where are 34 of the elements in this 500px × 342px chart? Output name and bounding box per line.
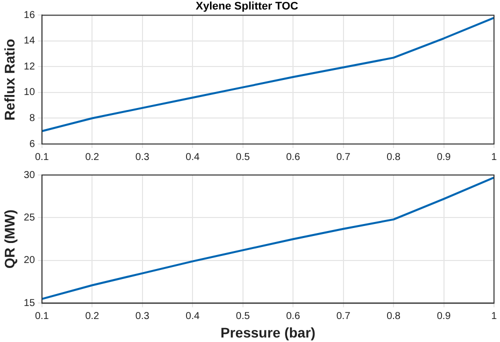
- y-tick-label: 6: [29, 138, 36, 150]
- x-tick-label: 0.9: [436, 310, 452, 322]
- x-tick-label: 0.2: [85, 310, 100, 322]
- x-tick-label: 0.6: [286, 152, 300, 163]
- x-tick-label: 0.4: [186, 152, 200, 163]
- y-tick-label: 12: [24, 61, 36, 72]
- y-tick-label: 20: [24, 255, 36, 266]
- x-tick-label: 0.1: [34, 152, 50, 163]
- y-axis-title: Reflux Ratio: [1, 38, 18, 120]
- x-tick-label: 0.7: [336, 310, 351, 322]
- x-tick-label: 0.5: [236, 152, 250, 163]
- x-tick-label: 0.8: [386, 152, 401, 163]
- y-tick-label: 10: [24, 87, 36, 98]
- x-tick-label: 0.8: [386, 310, 401, 322]
- x-tick-label: 0.4: [186, 310, 200, 322]
- x-tick-label: 0.3: [135, 152, 150, 163]
- y-tick-label: 30: [24, 170, 36, 181]
- x-tick-label: 0.6: [286, 310, 300, 322]
- x-tick-label: 0.5: [236, 310, 250, 322]
- y-axis-title: QR (MW): [1, 210, 18, 269]
- y-tick-label: 15: [24, 298, 36, 309]
- y-tick-label: 14: [24, 36, 36, 47]
- x-tick-label: 0.3: [135, 310, 150, 322]
- y-tick-label: 16: [24, 10, 36, 21]
- chart-title: Xylene Splitter TOC: [196, 0, 298, 13]
- x-axis-title: Pressure (bar): [220, 324, 316, 340]
- x-tick-label: 0.7: [336, 152, 351, 163]
- x-tick-label: 0.2: [85, 152, 100, 163]
- x-tick-label: 1: [491, 152, 498, 163]
- x-tick-label: 0.9: [436, 152, 452, 163]
- y-tick-label: 8: [29, 112, 36, 124]
- x-tick-label: 1: [491, 310, 498, 322]
- y-tick-label: 25: [24, 212, 36, 224]
- x-tick-label: 0.1: [34, 310, 50, 322]
